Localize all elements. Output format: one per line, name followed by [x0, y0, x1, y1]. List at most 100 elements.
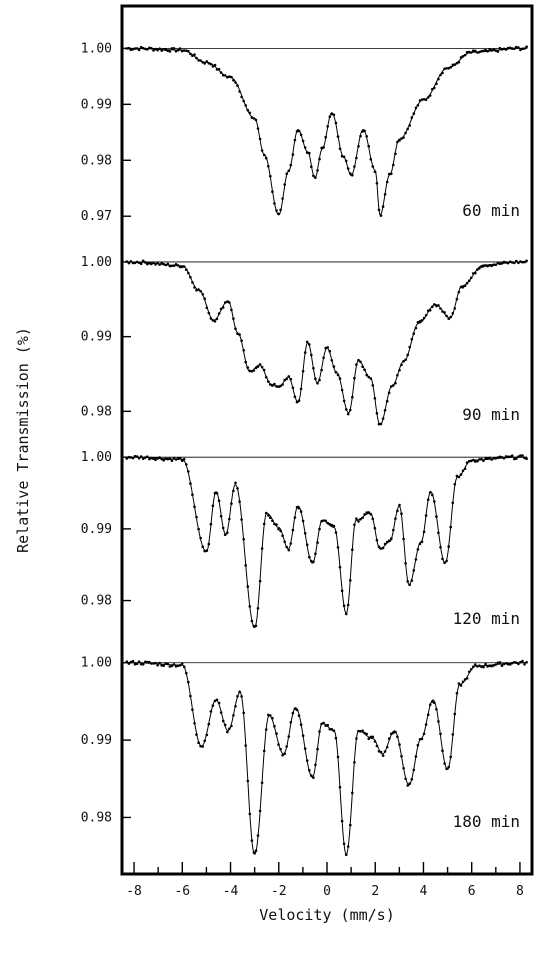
data-point: [525, 457, 528, 461]
data-point: [232, 78, 235, 82]
data-point: [406, 127, 410, 131]
data-point: [174, 50, 178, 53]
data-point: [168, 50, 172, 53]
data-point: [375, 538, 379, 542]
data-point: [252, 117, 256, 120]
data-point: [482, 665, 485, 669]
data-point: [488, 48, 492, 51]
data-point: [355, 156, 358, 160]
data-point: [133, 47, 137, 50]
data-point: [310, 165, 313, 168]
data-point: [451, 501, 455, 505]
data-point: [273, 202, 276, 205]
data-point: [515, 457, 518, 460]
data-point: [506, 662, 510, 666]
data-point: [510, 661, 514, 665]
data-point: [125, 457, 129, 460]
data-point: [164, 662, 168, 665]
data-point: [357, 358, 360, 362]
data-point: [137, 261, 141, 265]
data-point: [431, 305, 434, 309]
data-point: [308, 343, 311, 346]
data-point: [398, 503, 401, 507]
data-point: [414, 106, 418, 110]
data-point: [349, 408, 352, 412]
data-point: [383, 408, 387, 412]
data-point: [408, 345, 412, 349]
data-point: [494, 457, 498, 460]
data-point: [244, 360, 247, 364]
data-point: [166, 49, 170, 53]
y-tick-label: 1.00: [81, 255, 112, 270]
data-point: [486, 665, 489, 668]
data-point: [156, 664, 159, 667]
data-point: [426, 498, 430, 502]
data-point: [392, 384, 395, 387]
data-point: [180, 49, 184, 53]
data-point: [234, 81, 237, 84]
data-point: [135, 662, 139, 666]
y-tick-label: 1.00: [81, 450, 112, 465]
data-point: [295, 400, 299, 404]
data-point: [459, 56, 463, 59]
data-point: [390, 385, 393, 388]
data-point: [264, 376, 268, 379]
data-point: [474, 271, 477, 275]
data-point: [513, 661, 516, 664]
x-tick-label: -2: [271, 884, 287, 899]
data-point: [156, 261, 159, 265]
data-point: [463, 467, 467, 471]
data-point: [287, 375, 291, 378]
data-point: [215, 698, 219, 702]
fit-envelope-line: [126, 47, 528, 216]
data-point: [273, 724, 276, 728]
data-point: [445, 314, 448, 318]
data-point: [193, 505, 196, 509]
data-point: [498, 262, 502, 266]
data-point: [314, 377, 317, 381]
data-point: [180, 265, 184, 269]
data-point: [426, 309, 430, 313]
data-point: [305, 543, 309, 546]
spectrum-panel: 1.00 0.99 0.98 180 min: [81, 656, 528, 857]
data-point: [420, 737, 424, 741]
data-point: [301, 519, 305, 523]
data-point: [437, 77, 440, 81]
data-point: [277, 212, 280, 216]
data-point: [474, 460, 477, 463]
data-point: [154, 458, 157, 462]
data-point: [197, 59, 200, 62]
data-point: [238, 690, 241, 694]
data-point: [338, 565, 342, 569]
data-point: [428, 491, 432, 494]
data-point: [515, 45, 518, 49]
data-point: [185, 463, 188, 466]
data-point: [332, 524, 336, 528]
x-tick-label: 2: [371, 884, 379, 899]
data-point: [242, 99, 245, 103]
data-point: [291, 528, 295, 532]
data-point: [472, 272, 475, 275]
data-point: [373, 740, 377, 743]
data-point: [205, 60, 209, 63]
data-point: [191, 493, 194, 497]
data-point: [498, 661, 502, 664]
data-point: [182, 457, 186, 461]
data-point: [523, 663, 526, 666]
data-point: [258, 137, 262, 141]
data-point: [338, 147, 342, 150]
data-point: [211, 65, 215, 68]
data-point: [359, 360, 362, 364]
data-point: [346, 412, 350, 416]
data-point: [390, 172, 393, 176]
data-point: [400, 137, 403, 140]
data-point: [330, 359, 334, 362]
data-point: [205, 306, 209, 310]
data-point: [494, 49, 498, 52]
data-point: [517, 261, 520, 265]
data-point: [176, 264, 180, 267]
data-point: [252, 369, 256, 372]
data-point: [492, 457, 496, 460]
data-point: [433, 500, 436, 503]
data-point: [404, 131, 407, 135]
